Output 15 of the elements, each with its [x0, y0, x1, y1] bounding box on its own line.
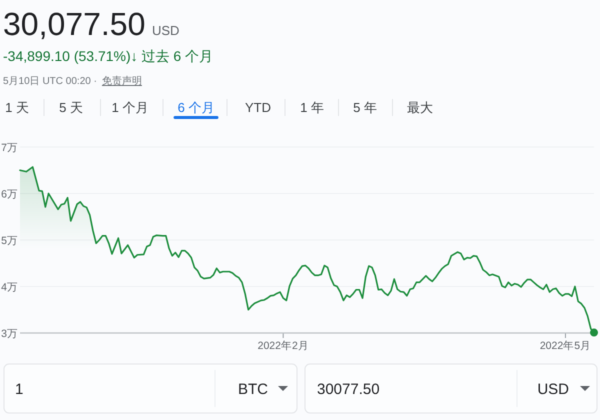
y-tick-label: 6万 [1, 188, 18, 200]
x-tick-label: 2022年2月 [258, 340, 309, 352]
text: 免责声明 [102, 75, 142, 87]
chart-title: 30,077.50 [3, 6, 146, 42]
y-tick-label: 4万 [1, 282, 18, 294]
y-tick-label: 5万 [1, 235, 18, 247]
converter-box: 1 BTC [4, 364, 298, 414]
x-tick-label: 2022年5月 [540, 340, 592, 352]
y-tick-label: 7万 [1, 142, 18, 154]
chart-subtitle: -34,899.10 (53.71%)↓ 过去 6 个月 [3, 48, 214, 64]
text: USD [152, 23, 180, 38]
text: 5月10日 UTC 00:20 · [3, 76, 97, 87]
range-tabs: 1 天 5 天 1 个月 6 个月 YTD 1 年 5 年 最大 [5, 98, 433, 119]
converter-box: 30077.50 USD [304, 364, 598, 414]
y-tick-label: 3万 [1, 328, 18, 340]
